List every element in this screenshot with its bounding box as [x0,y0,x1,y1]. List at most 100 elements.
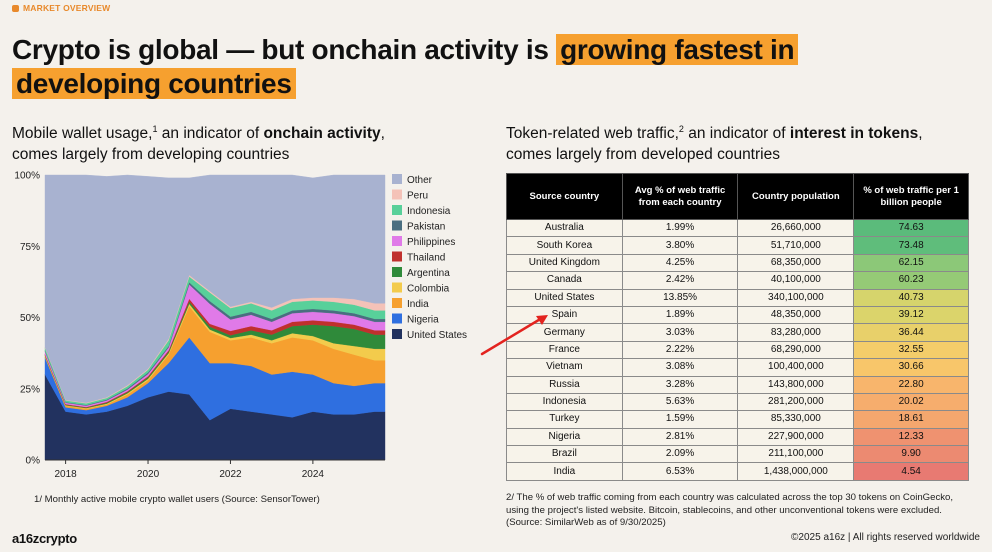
left-subtitle-sup: 1 [152,124,158,134]
share-cell: 2.09% [621,445,739,464]
x-tick-label: 2024 [302,469,325,480]
share-cell: 5.63% [621,392,739,412]
table-row: Canada 2.42% 40,100,000 60.23 [506,271,969,290]
left-subtitle-a: Mobile wallet usage, [12,125,153,142]
country-cell: United States [506,288,623,307]
legend-item: Other [392,174,433,186]
legend-item: United States [392,329,467,341]
legend-swatch [392,174,402,184]
legend-item: Colombia [392,282,450,295]
share-cell: 3.03% [621,323,739,342]
title-highlight1: growing fastest in [556,34,799,65]
y-tick-label: 75% [20,242,40,253]
table-row: Nigeria 2.81% 227,900,000 12.33 [506,427,969,447]
right-subtitle-bold: interest in tokens [789,125,919,142]
population-cell: 1,438,000,000 [737,462,855,481]
table-row: Indonesia 5.63% 281,200,000 20.02 [506,392,969,412]
population-cell: 48,350,000 [737,305,855,325]
legend-swatch [392,313,402,324]
country-cell: Indonesia [506,392,623,412]
country-cell: Brazil [506,445,623,464]
share-cell: 3.08% [621,358,739,377]
share-cell: 1.99% [621,218,739,238]
country-cell: United Kingdom [506,253,623,273]
share-cell: 3.28% [621,375,739,394]
per-billion-cell: 20.02 [853,392,969,412]
legend-swatch [392,282,402,293]
legend-swatch [392,236,402,246]
country-cell: Russia [506,375,623,394]
col-header-population: Country population [737,173,855,220]
y-tick-label: 0% [26,456,41,467]
col-header-per-billion: % of web traffic per 1 billion people [853,173,969,220]
left-footnote: 1/ Monthly active mobile crypto wallet u… [34,494,320,505]
per-billion-cell: 9.90 [853,445,969,464]
area-other [44,174,386,403]
table-body: Australia 1.99% 26,660,000 74.63 South Korea… [506,218,969,481]
left-subtitle-b: an indicator of [157,125,264,142]
per-billion-cell: 22.80 [853,375,969,394]
table-row: Australia 1.99% 26,660,000 74.63 [506,218,969,238]
per-billion-cell: 62.15 [853,253,969,273]
right-subtitle-sup: 2 [678,124,684,134]
population-cell: 340,100,000 [737,288,855,307]
share-cell: 2.42% [621,271,739,290]
per-billion-cell: 40.73 [853,288,969,307]
population-cell: 85,330,000 [737,410,855,429]
col-header-share: Avg % of web traffic from each country [621,173,739,220]
share-cell: 4.25% [621,253,739,273]
share-cell: 3.80% [621,236,739,255]
right-subtitle-line2: comes largely from developed countries [506,146,780,163]
legend-swatch [392,205,402,215]
table-row: United Kingdom 4.25% 68,350,000 62.15 [506,253,969,273]
table-row: Brazil 2.09% 211,100,000 9.90 [506,445,969,464]
table-row: United States 13.85% 340,100,000 40.73 [506,288,969,307]
per-billion-cell: 12.33 [853,427,969,447]
section-tag: MARKET OVERVIEW [12,3,110,13]
right-subtitle-a: Token-related web traffic, [506,125,679,142]
legend-label: Thailand [407,253,445,264]
y-tick-label: 50% [20,313,40,324]
chart-legend: Other Peru Indonesia Pakistan Philippines Tha… [392,174,467,341]
population-cell: 100,400,000 [737,358,855,377]
population-cell: 281,200,000 [737,392,855,412]
country-cell: South Korea [506,236,623,255]
tag-dot-icon [12,4,19,12]
table-row: Turkey 1.59% 85,330,000 18.61 [506,410,969,429]
chart-axes: 0% 25% 50% 75% 100% 2018 2020 2022 2024 [14,171,385,480]
country-cell: India [506,462,623,481]
left-subtitle: Mobile wallet usage,1 an indicator of on… [12,119,385,165]
page-title: Crypto is global — but onchain activity … [12,33,912,101]
legend-label: India [407,299,429,310]
legend-label: Argentina [407,268,450,279]
legend-item: Thailand [392,251,445,264]
legend-label: Peru [407,191,428,202]
a16zcrypto-logo: a16zcrypto [12,531,77,546]
share-cell: 1.89% [621,305,739,325]
table-row: Russia 3.28% 143,800,000 22.80 [506,375,969,394]
per-billion-cell: 4.54 [853,462,969,481]
left-subtitle-c: , [380,125,385,142]
x-tick-label: 2018 [54,469,77,480]
population-cell: 83,280,000 [737,323,855,342]
country-cell: Australia [506,218,623,238]
country-cell: France [506,340,623,360]
per-billion-cell: 32.55 [853,340,969,360]
share-cell: 2.81% [621,427,739,447]
y-tick-label: 25% [20,384,40,395]
legend-label: Pakistan [407,222,445,233]
legend-swatch [392,220,402,231]
population-cell: 211,100,000 [737,445,855,464]
legend-item: India [392,298,429,310]
per-billion-cell: 36.44 [853,323,969,342]
x-tick-label: 2022 [219,469,242,480]
population-cell: 68,290,000 [737,340,855,360]
table-row: Spain 1.89% 48,350,000 39.12 [506,305,969,325]
y-tick-label: 100% [14,171,40,182]
per-billion-cell: 30.66 [853,358,969,377]
legend-item: Philippines [392,236,455,248]
country-cell: Canada [506,271,623,290]
country-cell: Nigeria [506,427,623,447]
per-billion-cell: 74.63 [853,218,969,238]
section-tag-label: MARKET OVERVIEW [23,3,111,13]
